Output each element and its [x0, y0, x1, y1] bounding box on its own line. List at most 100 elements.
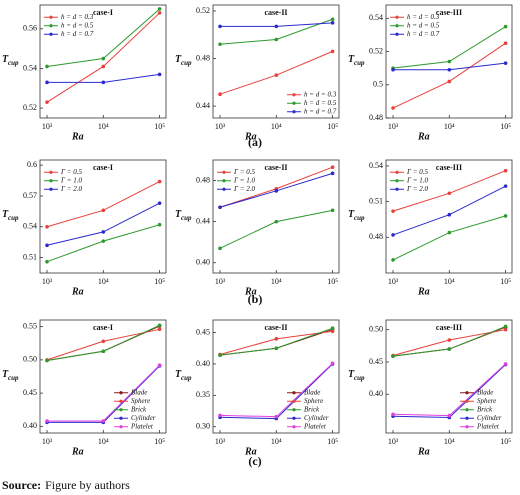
plot-frame: [385, 159, 513, 274]
legend-marker: [395, 179, 399, 183]
y-tick-label: 0.52: [369, 46, 383, 55]
data-point: [503, 24, 508, 29]
data-point: [218, 42, 222, 47]
data-point: [157, 323, 162, 328]
legend-label: h = d = 0.3: [407, 13, 440, 21]
legend-label: Cylinder: [477, 414, 502, 422]
x-tick-label: 10⁵: [500, 122, 511, 131]
plot-frame: [39, 4, 167, 119]
data-point: [447, 79, 452, 84]
x-tick-label: 10³: [215, 437, 226, 446]
data-point: [274, 346, 279, 351]
y-tick-label: 0.35: [196, 390, 210, 399]
y-tick-label: 0.45: [196, 327, 210, 336]
series-line: [219, 327, 333, 356]
x-axis-label: Ra: [71, 131, 84, 142]
y-tick-label: 0.40: [196, 258, 210, 267]
data-point: [45, 80, 49, 85]
legend-marker: [222, 179, 226, 183]
legend-label: Γ = 0.5: [60, 168, 82, 176]
x-tick-label: 10³: [42, 122, 53, 131]
data-point: [157, 363, 162, 368]
x-axis-label: Ra: [244, 286, 257, 297]
y-tick-label: 0.51: [23, 252, 37, 261]
data-point: [101, 239, 106, 243]
legend-label: Platelet: [303, 422, 327, 430]
data-point: [330, 171, 335, 176]
data-point: [447, 230, 452, 235]
x-axis-label: Ra: [244, 131, 257, 142]
y-tick-label: 0.54: [369, 161, 383, 170]
legend-label: Sphere: [477, 397, 496, 405]
legend-marker: [465, 399, 469, 403]
legend-marker: [395, 32, 399, 36]
legend-label: Cylinder: [131, 414, 156, 422]
source-text: Figure by authors: [45, 478, 130, 492]
panel-label: (b): [248, 292, 263, 306]
chart-title: case-II: [264, 163, 287, 172]
y-tick-label: 0.55: [23, 321, 37, 330]
x-axis-label: Ra: [71, 286, 84, 297]
x-tick-label: 10⁵: [500, 277, 511, 286]
y-axis-label-subscript: cup: [181, 214, 192, 222]
legend-label: Γ = 2.0: [406, 185, 428, 193]
y-tick-label: 0.54: [369, 13, 383, 22]
y-tick-label: 0.48: [369, 113, 383, 122]
data-point: [218, 24, 222, 29]
chart-title: case-I: [93, 163, 113, 172]
y-axis-label-subscript: cup: [354, 214, 365, 222]
legend-marker: [222, 170, 226, 174]
legend-label: h = d = 0.7: [407, 30, 440, 38]
x-tick-label: 10⁴: [98, 122, 109, 131]
y-axis-label: T: [348, 209, 355, 220]
y-tick-label: 0.56: [23, 24, 37, 33]
x-tick-label: 10⁴: [271, 277, 282, 286]
y-tick-label: 0.44: [196, 216, 210, 225]
x-tick-label: 10⁴: [271, 122, 282, 131]
data-point: [45, 419, 49, 423]
source-label: Source:: [2, 478, 41, 492]
y-tick-label: 0.48: [196, 175, 210, 184]
data-point: [503, 327, 508, 332]
data-point: [101, 339, 106, 344]
x-tick-label: 10⁴: [98, 437, 109, 446]
data-point: [447, 413, 452, 418]
data-point: [274, 73, 279, 77]
x-tick-label: 10⁵: [500, 437, 511, 446]
legend-marker: [292, 101, 296, 105]
x-axis-label: Ra: [244, 446, 257, 457]
data-point: [274, 37, 279, 42]
series-line: [392, 42, 506, 109]
y-tick-label: 0.45: [23, 388, 37, 397]
series-line: [219, 50, 333, 95]
legend-label: Platelet: [476, 422, 500, 430]
data-point: [218, 413, 222, 418]
data-point: [101, 56, 106, 61]
data-point: [391, 68, 395, 72]
legend-marker: [292, 425, 296, 429]
legend-marker: [292, 399, 296, 403]
plot-frame: [39, 159, 167, 274]
data-point: [391, 258, 395, 262]
chart-title: case-I: [93, 323, 113, 332]
legend-label: Γ = 2.0: [233, 185, 255, 193]
data-point: [101, 80, 106, 85]
legend-marker: [119, 425, 123, 429]
legend-label: Brick: [304, 405, 320, 413]
chart-title: case-II: [264, 8, 287, 17]
x-axis-label: Ra: [417, 131, 430, 142]
legend-label: Blade: [131, 388, 147, 396]
legend-marker: [395, 24, 399, 28]
chart-title: case-III: [436, 163, 462, 172]
source-note: Source: Figure by authors: [2, 478, 130, 492]
data-point: [391, 412, 395, 417]
legend-marker: [465, 425, 469, 429]
x-tick-label: 10⁴: [444, 437, 455, 446]
data-point: [447, 212, 452, 217]
data-point: [447, 59, 452, 64]
y-tick-label: 0.54: [23, 63, 37, 72]
legend-label: h = d = 0.3: [61, 13, 94, 21]
data-point: [45, 100, 49, 104]
data-point: [330, 208, 335, 213]
